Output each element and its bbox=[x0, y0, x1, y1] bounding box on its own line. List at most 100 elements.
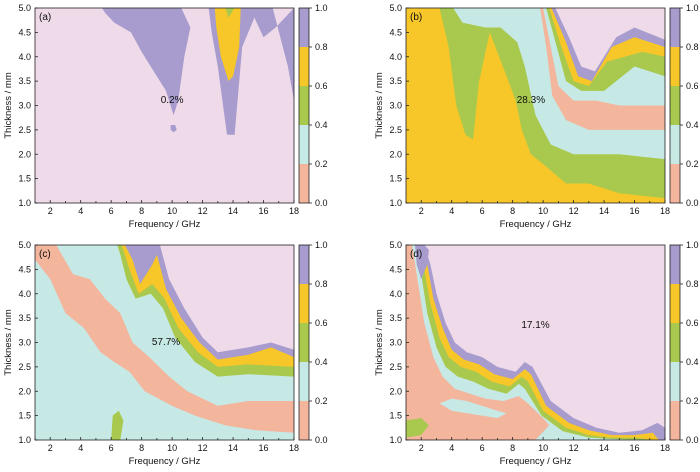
colorbar-tick-label: 0.0 bbox=[686, 198, 699, 208]
colorbar-frame bbox=[669, 244, 681, 441]
y-tick-label: 1.0 bbox=[18, 435, 31, 445]
contour-regions bbox=[406, 8, 665, 203]
contour-regions bbox=[102, 8, 294, 135]
panel-label: (d) bbox=[410, 249, 422, 260]
colorbar-tick-label: 1.0 bbox=[315, 3, 328, 13]
colorbar: 0.0 0.2 0.4 0.6 0.8 1.0 bbox=[298, 240, 328, 445]
x-tick-label: 8 bbox=[139, 443, 144, 453]
y-tick-label: 2.0 bbox=[389, 149, 402, 159]
y-tick-label: 2.5 bbox=[389, 125, 402, 135]
colorbar-tick-label: 0.2 bbox=[686, 159, 699, 169]
y-tick-label: 3.5 bbox=[18, 76, 31, 86]
panel-b: 2 4 6 8 10 12 14 16 18 1.0 1.5 2.0 2.5 3.0 3.5 4.0 4.5 5.… bbox=[374, 3, 699, 230]
x-axis-title: Frequency / GHz bbox=[129, 219, 201, 230]
y-axis-title: Thickness / mm bbox=[3, 72, 14, 139]
x-tick-label: 16 bbox=[630, 206, 640, 216]
colorbar-frame bbox=[669, 7, 681, 204]
colorbar-segment bbox=[299, 323, 309, 362]
y-tick-label: 4.5 bbox=[18, 27, 31, 37]
colorbar-segment bbox=[299, 284, 309, 323]
contour-region bbox=[439, 398, 507, 419]
y-tick-label: 2.5 bbox=[389, 362, 402, 372]
colorbar-tick-label: 0.6 bbox=[686, 318, 699, 328]
colorbar: 0.0 0.2 0.4 0.6 0.8 1.0 bbox=[298, 3, 328, 208]
contour-region bbox=[170, 125, 177, 133]
contour-region bbox=[127, 245, 294, 353]
colorbar-tick-label: 0.6 bbox=[315, 81, 328, 91]
panel-c: 2 4 6 8 10 12 14 16 18 1.0 1.5 2.0 2.5 3.0 3.5 4.0 4.5 5.… bbox=[3, 240, 328, 467]
colorbar-tick-label: 0.4 bbox=[315, 357, 328, 367]
y-tick-label: 2.0 bbox=[18, 386, 31, 396]
colorbar-tick-label: 0.2 bbox=[315, 396, 328, 406]
colorbar-tick-label: 0.4 bbox=[686, 357, 699, 367]
x-tick-label: 16 bbox=[259, 206, 269, 216]
x-axis-title: Frequency / GHz bbox=[129, 456, 201, 467]
colorbar-segment bbox=[670, 284, 680, 323]
y-tick-label: 4.5 bbox=[389, 264, 402, 274]
colorbar-tick-label: 0.0 bbox=[686, 435, 699, 445]
colorbar-tick-label: 0.8 bbox=[315, 42, 328, 52]
y-tick-label: 4.0 bbox=[18, 289, 31, 299]
colorbar-segment bbox=[299, 362, 309, 401]
x-tick-label: 14 bbox=[228, 443, 238, 453]
colorbar-tick-label: 0.6 bbox=[686, 81, 699, 91]
y-tick-label: 1.5 bbox=[18, 411, 31, 421]
x-tick-label: 2 bbox=[48, 206, 53, 216]
y-tick-label: 1.0 bbox=[389, 198, 402, 208]
colorbar-tick-label: 1.0 bbox=[315, 240, 328, 250]
x-axis-title: Frequency / GHz bbox=[500, 456, 572, 467]
x-tick-label: 4 bbox=[449, 206, 454, 216]
y-tick-label: 1.5 bbox=[389, 411, 402, 421]
contour-region bbox=[214, 8, 241, 82]
colorbar-tick-label: 0.4 bbox=[315, 120, 328, 130]
contour-region bbox=[406, 245, 647, 440]
colorbar-segment bbox=[670, 8, 680, 47]
y-axis-title: Thickness / mm bbox=[374, 309, 385, 376]
y-tick-label: 3.0 bbox=[389, 338, 402, 348]
x-tick-label: 10 bbox=[538, 206, 548, 216]
colorbar-segment bbox=[670, 86, 680, 125]
colorbar-tick-label: 0.4 bbox=[686, 120, 699, 130]
x-tick-label: 6 bbox=[480, 206, 485, 216]
x-tick-label: 12 bbox=[569, 443, 579, 453]
y-tick-label: 5.0 bbox=[18, 3, 31, 13]
colorbar-segment bbox=[670, 323, 680, 362]
y-tick-label: 4.0 bbox=[18, 52, 31, 62]
x-tick-label: 8 bbox=[510, 206, 515, 216]
y-tick-label: 4.0 bbox=[389, 52, 402, 62]
y-tick-label: 3.0 bbox=[18, 101, 31, 111]
bandwidth-annotation: 17.1% bbox=[521, 320, 549, 331]
colorbar: 0.0 0.2 0.4 0.6 0.8 1.0 bbox=[669, 3, 699, 208]
y-tick-label: 4.0 bbox=[389, 289, 402, 299]
y-tick-label: 3.5 bbox=[18, 313, 31, 323]
y-tick-label: 2.0 bbox=[18, 149, 31, 159]
colorbar-tick-label: 0.6 bbox=[315, 318, 328, 328]
panel-d: 2 4 6 8 10 12 14 16 18 1.0 1.5 2.0 2.5 3.0 3.5 4.0 4.5 5.… bbox=[374, 240, 699, 467]
contour-region bbox=[225, 8, 235, 18]
colorbar-frame bbox=[298, 7, 310, 204]
y-tick-label: 3.5 bbox=[389, 313, 402, 323]
colorbar-tick-label: 1.0 bbox=[686, 240, 699, 250]
bandwidth-annotation: 57.7% bbox=[152, 337, 180, 348]
bandwidth-annotation: 0.2% bbox=[161, 95, 184, 106]
x-tick-label: 10 bbox=[167, 443, 177, 453]
colorbar-segment bbox=[299, 125, 309, 164]
colorbar-segment bbox=[299, 401, 309, 440]
y-tick-label: 5.0 bbox=[18, 240, 31, 250]
y-tick-label: 4.5 bbox=[389, 27, 402, 37]
colorbar-segment bbox=[299, 47, 309, 86]
x-tick-label: 18 bbox=[660, 443, 670, 453]
bandwidth-annotation: 28.3% bbox=[517, 95, 545, 106]
x-tick-label: 6 bbox=[109, 443, 114, 453]
x-tick-label: 10 bbox=[538, 443, 548, 453]
panel-label: (a) bbox=[39, 12, 51, 23]
y-tick-label: 3.0 bbox=[389, 101, 402, 111]
contour-region bbox=[406, 418, 429, 438]
x-tick-label: 2 bbox=[48, 443, 53, 453]
x-axis-title: Frequency / GHz bbox=[500, 219, 572, 230]
x-tick-label: 16 bbox=[630, 443, 640, 453]
x-tick-label: 16 bbox=[259, 443, 269, 453]
x-tick-label: 12 bbox=[569, 206, 579, 216]
colorbar-tick-label: 1.0 bbox=[686, 3, 699, 13]
colorbar-segment bbox=[670, 245, 680, 284]
